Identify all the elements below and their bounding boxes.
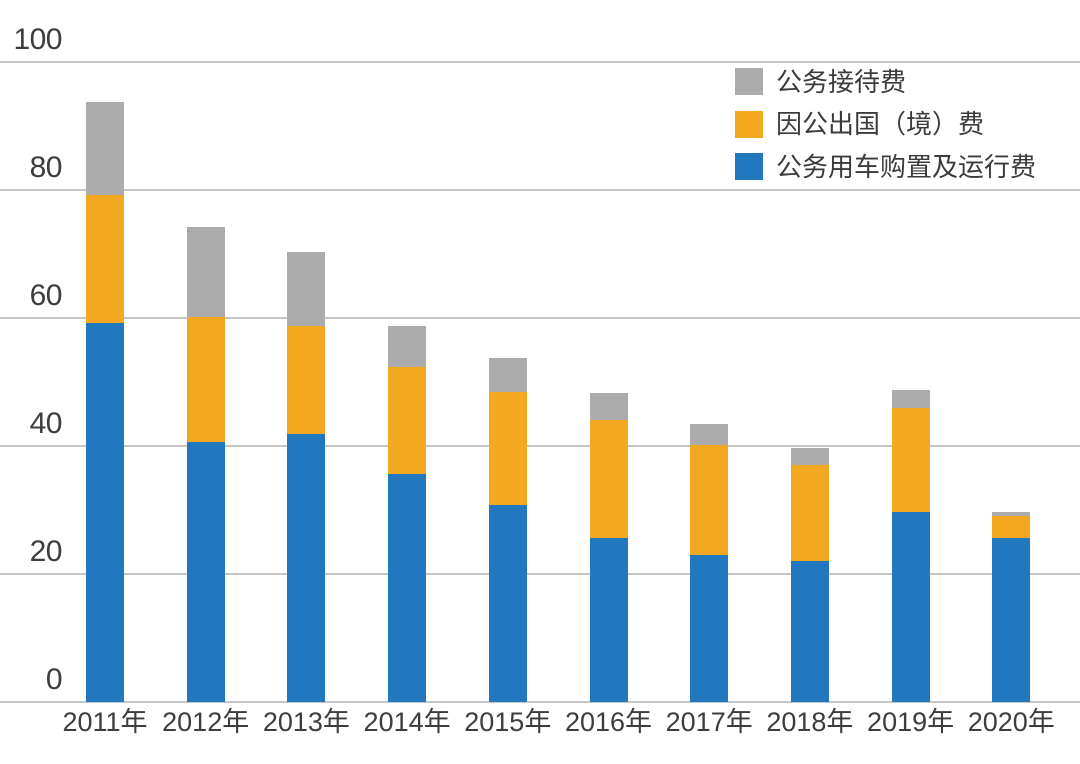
gridline-20 (0, 573, 1080, 575)
bar-segment (388, 473, 427, 702)
bar-segment (86, 195, 124, 324)
x-axis-tick-label: 2017年 (665, 707, 753, 737)
bar-segment (589, 420, 628, 538)
bar-segment (891, 408, 930, 512)
bar-segment (589, 537, 628, 702)
bar-segment (488, 358, 527, 392)
gridline-0 (0, 701, 1080, 703)
gridline-60 (0, 317, 1080, 319)
bar-2018年 (790, 447, 829, 702)
bar-segment (891, 511, 930, 702)
bar-segment (186, 317, 225, 442)
gridline-100 (0, 61, 1080, 63)
legend: 公务接待费因公出国（境）费公务用车购置及运行费 (735, 68, 1036, 196)
bar-segment (992, 515, 1031, 538)
bar-segment (186, 441, 225, 702)
x-axis-tick-label: 2016年 (564, 707, 653, 737)
legend-swatch-icon (735, 110, 763, 138)
y-axis-tick-label: 60 (29, 279, 63, 312)
x-axis-tick-label: 2019年 (867, 707, 955, 737)
y-axis-tick-label: 100 (13, 23, 62, 56)
bar-segment (690, 445, 729, 555)
gridline-80 (0, 189, 1080, 191)
bar-segment (488, 391, 527, 505)
x-axis-tick-label: 2011年 (62, 707, 148, 737)
bar-segment (186, 226, 225, 318)
bar-2013年 (287, 252, 326, 702)
bar-2016年 (589, 392, 628, 702)
y-axis-tick-label: 80 (29, 151, 63, 184)
legend-swatch-icon (735, 68, 763, 95)
legend-item: 因公出国（境）费 (735, 109, 1036, 139)
bar-2015年 (488, 358, 527, 702)
bar-segment (86, 323, 124, 702)
bar-segment (287, 252, 326, 327)
x-axis-tick-label: 2018年 (766, 707, 854, 737)
bar-2019年 (891, 390, 930, 702)
legend-swatch-icon (735, 153, 763, 180)
bar-2017年 (690, 423, 729, 702)
gridline-40 (0, 445, 1080, 447)
legend-label: 公务用车购置及运行费 (776, 151, 1037, 182)
x-axis-tick-label: 2020年 (967, 707, 1055, 737)
bar-segment (891, 390, 930, 409)
bar-segment (790, 561, 829, 702)
bar-2012年 (186, 226, 225, 702)
bar-segment (287, 326, 326, 434)
bar-segment (790, 465, 829, 562)
bar-segment (790, 447, 829, 466)
bar-segment (86, 102, 124, 196)
bar-segment (388, 326, 427, 368)
bar-segment (589, 392, 628, 421)
legend-item: 公务接待费 (735, 68, 1036, 95)
bar-segment (690, 554, 729, 702)
legend-item: 公务用车购置及运行费 (735, 153, 1036, 180)
y-axis-tick-label: 40 (29, 407, 63, 440)
bar-segment (992, 537, 1031, 702)
bar-2011年 (86, 102, 124, 702)
y-axis-tick-label: 20 (29, 535, 63, 568)
legend-label: 公务接待费 (776, 66, 907, 97)
x-axis-tick-label: 2015年 (464, 707, 552, 737)
bar-2014年 (388, 326, 427, 702)
bar-segment (690, 423, 729, 446)
y-axis-tick-label: 0 (45, 663, 63, 696)
x-axis-tick-label: 2013年 (262, 707, 350, 737)
bar-2020年 (992, 511, 1031, 702)
legend-label: 因公出国（境）费 (776, 109, 985, 139)
bar-segment (992, 511, 1031, 516)
bar-segment (488, 504, 527, 702)
x-axis-tick-label: 2012年 (162, 707, 250, 737)
bar-segment (287, 433, 326, 702)
bar-segment (388, 367, 427, 474)
x-axis-tick-label: 2014年 (363, 707, 451, 737)
